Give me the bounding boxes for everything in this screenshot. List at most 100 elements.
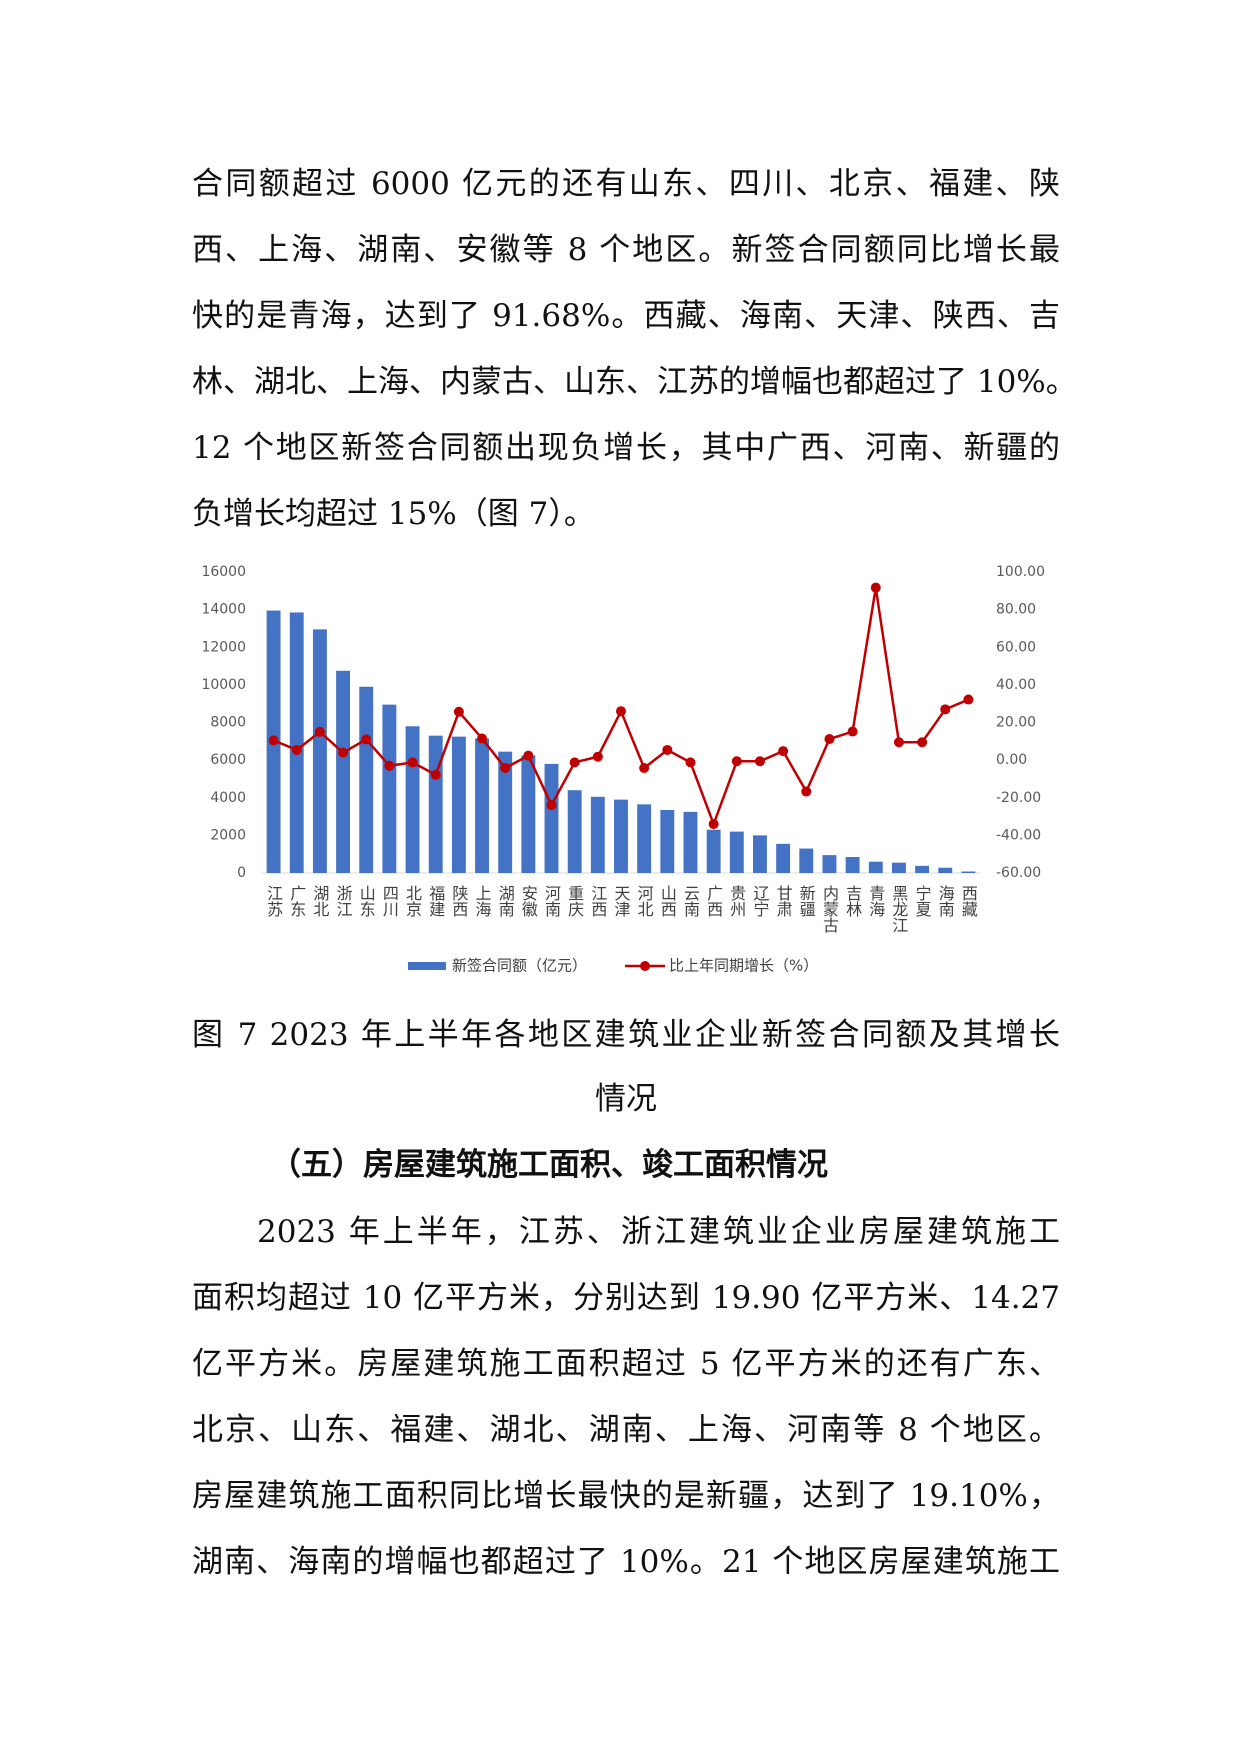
x-tick-label: 江苏 xyxy=(264,885,283,918)
line-point xyxy=(824,734,835,745)
bar xyxy=(428,735,443,873)
x-tick-label: 湖南 xyxy=(496,885,515,917)
bar xyxy=(475,738,489,873)
bar xyxy=(544,763,559,873)
bar xyxy=(891,862,906,873)
y-tick-label: 2000 xyxy=(210,827,246,843)
x-tick-label: 西藏 xyxy=(959,885,978,918)
bar xyxy=(405,726,420,873)
y2-tick-label: 0.00 xyxy=(996,752,1027,768)
y-tick-label: 16000 xyxy=(201,564,246,580)
line-point xyxy=(616,706,626,717)
bar xyxy=(706,829,721,873)
y2-tick-label: 80.00 xyxy=(996,602,1036,618)
x-tick-label: 上海 xyxy=(473,885,492,917)
line-point xyxy=(847,726,858,737)
x-tick-label: 浙江 xyxy=(334,885,353,917)
text-line: 面积均超过 10 亿平方米，分别达到 19.90 亿平方米、14.27 xyxy=(192,1280,1060,1316)
text-line: 合同额超过 6000 亿元的还有山东、四川、北京、福建、陕 xyxy=(192,166,1060,202)
line-point xyxy=(639,763,650,774)
line-point xyxy=(893,737,904,748)
text-line: 林、湖北、上海、内蒙古、山东、江苏的增幅也都超过了 10%。 xyxy=(192,364,1077,400)
y2-tick-label: 60.00 xyxy=(996,639,1036,655)
x-tick-label: 安徽 xyxy=(519,885,538,917)
x-tick-label: 天津 xyxy=(612,885,631,917)
x-tick-label: 内蒙古 xyxy=(820,885,839,933)
line-point xyxy=(963,694,974,705)
bar xyxy=(567,790,582,873)
bar xyxy=(289,612,304,873)
legend-swatch xyxy=(640,961,651,971)
bar xyxy=(776,843,791,873)
bar xyxy=(660,809,675,873)
y2-tick-label: -20.00 xyxy=(996,790,1041,806)
y2-tick-label: 20.00 xyxy=(996,715,1036,731)
y2-tick-label: 100.00 xyxy=(996,564,1045,580)
x-tick-label: 新疆 xyxy=(797,885,816,917)
x-tick-label: 福建 xyxy=(426,885,445,917)
x-tick-label: 海南 xyxy=(936,885,955,917)
y-tick-label: 0 xyxy=(237,865,246,881)
bar xyxy=(312,629,327,873)
x-tick-label: 黑龙江 xyxy=(889,885,908,933)
text-line: 快的是青海，达到了 91.68%。西藏、海南、天津、陕西、吉 xyxy=(192,298,1060,334)
x-tick-label: 辽宁 xyxy=(750,885,769,917)
line-point xyxy=(291,744,302,755)
line-point xyxy=(940,704,951,715)
bar xyxy=(382,704,397,873)
line-point xyxy=(662,744,673,755)
line-point xyxy=(917,737,928,748)
line-point xyxy=(754,756,765,767)
line-point xyxy=(708,819,719,830)
y-tick-label: 4000 xyxy=(210,790,246,806)
line-point xyxy=(801,786,812,797)
chart: 0 2000 4000 6000 8000 10000 12000 14000 16000 -60… xyxy=(201,564,1045,975)
bar xyxy=(729,831,744,873)
x-tick-label: 重庆 xyxy=(565,885,584,917)
bar xyxy=(590,796,605,873)
bar xyxy=(822,855,837,873)
x-tick-label: 云南 xyxy=(681,885,700,917)
line-point xyxy=(870,582,881,593)
x-tick-label: 江西 xyxy=(588,885,607,917)
text-line: 北京、山东、福建、湖北、湖南、上海、河南等 8 个地区。 xyxy=(192,1412,1060,1448)
line-point xyxy=(453,706,464,717)
x-tick-label: 湖北 xyxy=(310,885,329,917)
x-tick-label: 河南 xyxy=(542,885,561,917)
x-tick-label: 陕西 xyxy=(449,885,468,917)
bar xyxy=(637,804,652,873)
text-line: 房屋建筑施工面积同比增长最快的是新疆，达到了 19.10%， xyxy=(192,1478,1060,1514)
x-tick-label: 广东 xyxy=(287,885,306,917)
bar xyxy=(451,736,466,873)
bar xyxy=(868,861,883,873)
x-tick-label: 山西 xyxy=(658,885,677,917)
line-point xyxy=(685,757,696,768)
line-point xyxy=(268,735,279,746)
y2-tick-label: 40.00 xyxy=(996,677,1036,693)
line-point xyxy=(338,747,349,758)
bar xyxy=(521,755,536,873)
line-point xyxy=(361,734,372,745)
line-point xyxy=(384,760,395,771)
x-tick-label: 青海 xyxy=(866,885,885,917)
legend-label: 新签合同额（亿元） xyxy=(452,957,587,975)
x-tick-label: 贵州 xyxy=(727,885,746,917)
text-line: 亿平方米。房屋建筑施工面积超过 5 亿平方米的还有广东、 xyxy=(192,1346,1060,1382)
bar xyxy=(915,865,930,873)
line-point xyxy=(778,746,789,757)
line-point xyxy=(477,733,488,744)
x-tick-label: 广西 xyxy=(704,885,723,917)
x-tick-label: 河北 xyxy=(635,885,654,917)
bar xyxy=(799,848,814,873)
y2-tick-label: -40.00 xyxy=(996,827,1041,843)
text-line: 湖南、海南的增幅也都超过了 10%。21 个地区房屋建筑施工 xyxy=(192,1544,1060,1580)
y-tick-label: 10000 xyxy=(201,677,246,693)
line-point xyxy=(500,763,511,774)
x-tick-label: 甘肃 xyxy=(774,885,793,917)
y2-tick-label: -60.00 xyxy=(996,865,1041,881)
line-point xyxy=(430,769,441,780)
text-line: 图 7 2023 年上半年各地区建筑业企业新签合同额及其增长 xyxy=(192,1017,1060,1053)
line-point xyxy=(314,726,325,737)
x-tick-label: 吉林 xyxy=(843,885,862,917)
